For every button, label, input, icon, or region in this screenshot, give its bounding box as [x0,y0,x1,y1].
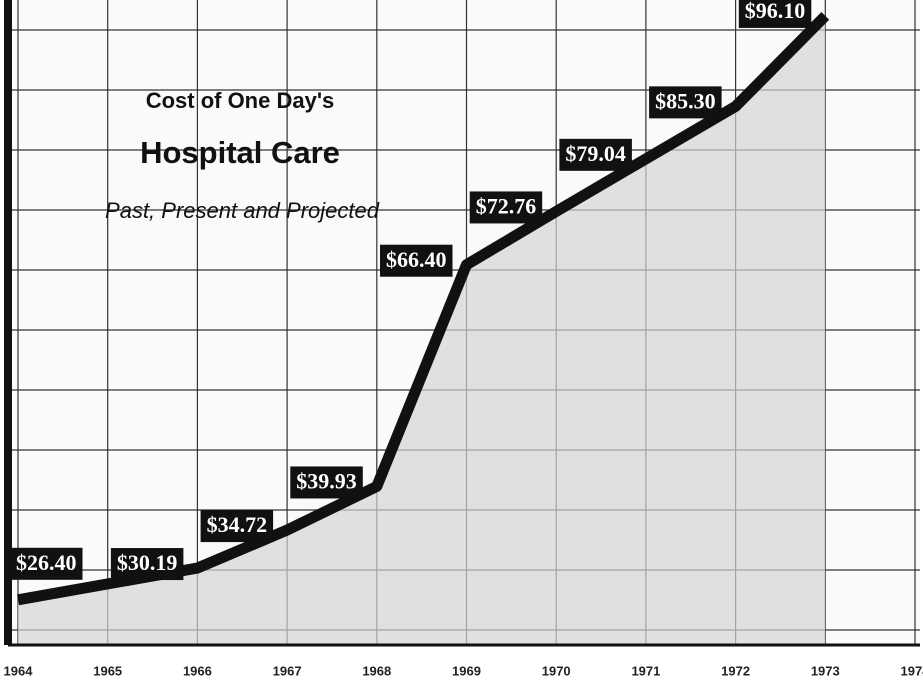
x-tick-label: 1974 [901,663,923,678]
chart-title: Hospital Care [140,135,340,170]
x-tick-label: 1972 [721,663,750,678]
value-label: $39.93 [296,468,357,493]
value-label: $30.19 [117,550,178,575]
x-tick-label: 1964 [4,663,34,678]
x-tick-label: 1970 [542,663,571,678]
value-label: $96.10 [745,0,806,23]
chart: Cost of One Day's Hospital Care Past, Pr… [0,0,923,684]
x-tick-label: 1966 [183,663,212,678]
value-label: $26.40 [16,550,77,575]
chart-annotation: Past, Present and Projected [105,198,380,223]
value-label: $66.40 [386,247,447,272]
chart-subtitle: Cost of One Day's [146,88,335,113]
value-label: $79.04 [565,141,626,166]
x-tick-label: 1967 [273,663,302,678]
value-label: $72.76 [476,193,537,218]
x-tick-label: 1973 [811,663,840,678]
value-label: $34.72 [207,512,268,537]
x-tick-label: 1969 [452,663,481,678]
x-tick-label: 1965 [93,663,122,678]
x-tick-label: 1968 [362,663,391,678]
value-label: $85.30 [655,88,716,113]
x-tick-label: 1971 [631,663,660,678]
